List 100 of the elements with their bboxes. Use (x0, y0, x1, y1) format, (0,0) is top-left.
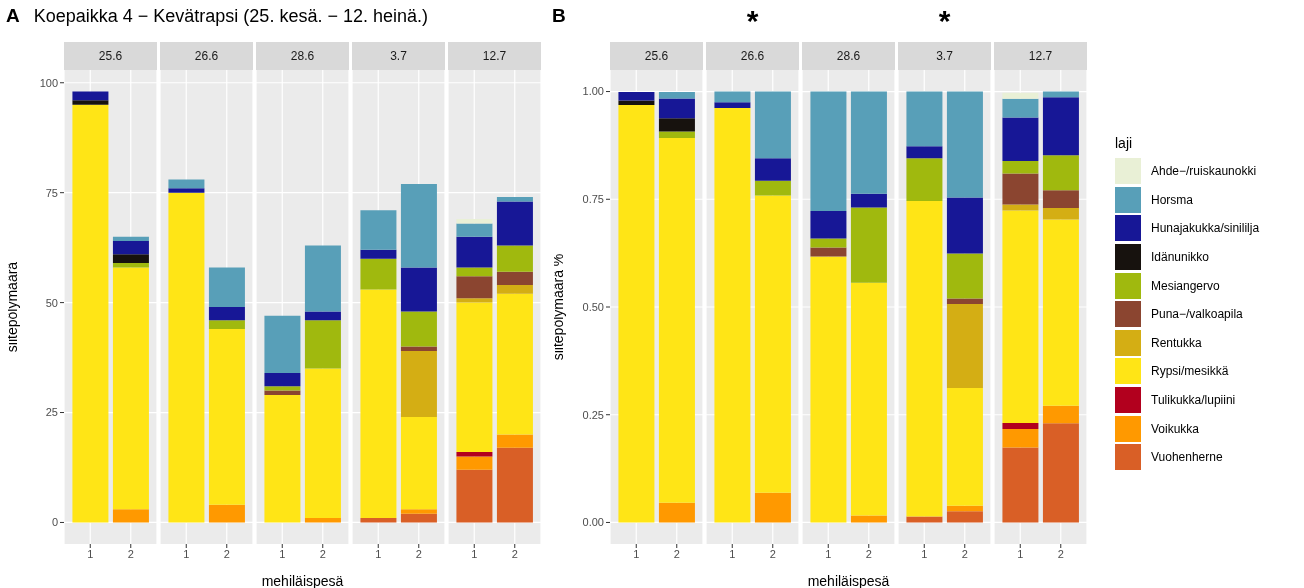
chart-title: 3.7 (898, 42, 991, 70)
bar (304, 518, 341, 523)
bar (208, 320, 245, 329)
text: B (552, 5, 566, 26)
bar (264, 390, 301, 395)
bar (810, 91, 847, 211)
x-tick-label: 2 (319, 547, 326, 560)
bar (658, 131, 695, 139)
chart-title: 12.7 (448, 42, 541, 70)
bar (906, 516, 943, 523)
bar (714, 102, 751, 108)
bar (1002, 204, 1039, 211)
legend-label: Mesiangervo (1151, 278, 1220, 293)
x-tick-label: 2 (865, 547, 872, 560)
y-tick-label: 1.00 (582, 85, 604, 98)
bar (400, 183, 437, 268)
bar (456, 276, 493, 299)
bar (400, 509, 437, 514)
bar (658, 98, 695, 119)
bar (754, 492, 791, 523)
bar (946, 303, 983, 389)
bar (456, 302, 493, 453)
x-tick-label: 1 (87, 547, 94, 560)
bar (850, 207, 887, 283)
chart-title: 26.6 (706, 42, 799, 70)
bar (360, 289, 397, 519)
x-tick-label: 2 (673, 547, 680, 560)
x-tick-label: 1 (825, 547, 832, 560)
x-tick-label: 1 (471, 547, 478, 560)
bar (360, 518, 397, 523)
bar (496, 245, 533, 272)
bar (810, 247, 847, 257)
bar (754, 91, 791, 159)
y-tick-label: 0.75 (582, 193, 604, 206)
x-tick-label: 2 (1057, 547, 1064, 560)
bar (658, 502, 695, 523)
x-tick-label: 2 (415, 547, 422, 560)
bar (400, 346, 437, 351)
bar (618, 91, 655, 101)
x-tick-label: 1 (375, 547, 382, 560)
bar (168, 192, 205, 523)
bar (264, 386, 301, 391)
bar (906, 158, 943, 201)
y-tick-label: 0 (51, 516, 58, 529)
bar (850, 91, 887, 194)
bar (208, 307, 245, 321)
bar (946, 388, 983, 506)
x-axis-title: mehiläispesä (261, 573, 344, 588)
bar (810, 256, 847, 523)
bar (1002, 117, 1039, 161)
bar (264, 315, 301, 373)
bar (946, 298, 983, 304)
y-tick-label: 100 (39, 76, 58, 89)
x-tick-label: 1 (183, 547, 190, 560)
bar (946, 91, 983, 198)
bar (456, 219, 493, 224)
bar (400, 350, 437, 417)
bar (456, 236, 493, 268)
bar (1002, 160, 1039, 174)
y-tick-label: 0.25 (582, 408, 604, 421)
bar (850, 282, 887, 516)
bar (754, 158, 791, 181)
bar (72, 100, 109, 105)
bar (1042, 155, 1079, 191)
bar (112, 267, 149, 510)
text: A (6, 5, 20, 26)
bar (208, 328, 245, 505)
bar (850, 193, 887, 208)
bar (1002, 447, 1039, 523)
text: Koepaikka 4 − Kevätrapsi (25. kesä. − 12. heinä.) (33, 6, 428, 26)
y-tick-label: 0.00 (582, 516, 604, 529)
bar (496, 434, 533, 448)
y-tick-label: 50 (45, 296, 58, 309)
bar (754, 180, 791, 196)
bar (496, 285, 533, 294)
bar (456, 456, 493, 470)
bar (1042, 190, 1079, 208)
x-tick-label: 2 (961, 547, 968, 560)
bar (456, 223, 493, 237)
legend-label: Vuohenherne (1151, 450, 1223, 465)
bar (906, 146, 943, 159)
y-tick-label: 0.50 (582, 300, 604, 313)
bar (1042, 219, 1079, 406)
legend-label: Horsma (1151, 192, 1194, 207)
bar (496, 293, 533, 435)
bar (456, 298, 493, 303)
bar (112, 263, 149, 268)
bar (1042, 405, 1079, 424)
text: * (938, 4, 951, 37)
bar (810, 238, 847, 248)
bar (304, 245, 341, 312)
bar (1042, 97, 1079, 156)
legend-label: Puna−/valkoapila (1151, 307, 1243, 322)
y-tick-label: 25 (45, 406, 58, 419)
x-tick-label: 1 (633, 547, 640, 560)
legend-title: laji (1115, 135, 1134, 151)
bar (168, 179, 205, 189)
bar (264, 372, 301, 387)
bar (112, 509, 149, 523)
bar (304, 320, 341, 369)
